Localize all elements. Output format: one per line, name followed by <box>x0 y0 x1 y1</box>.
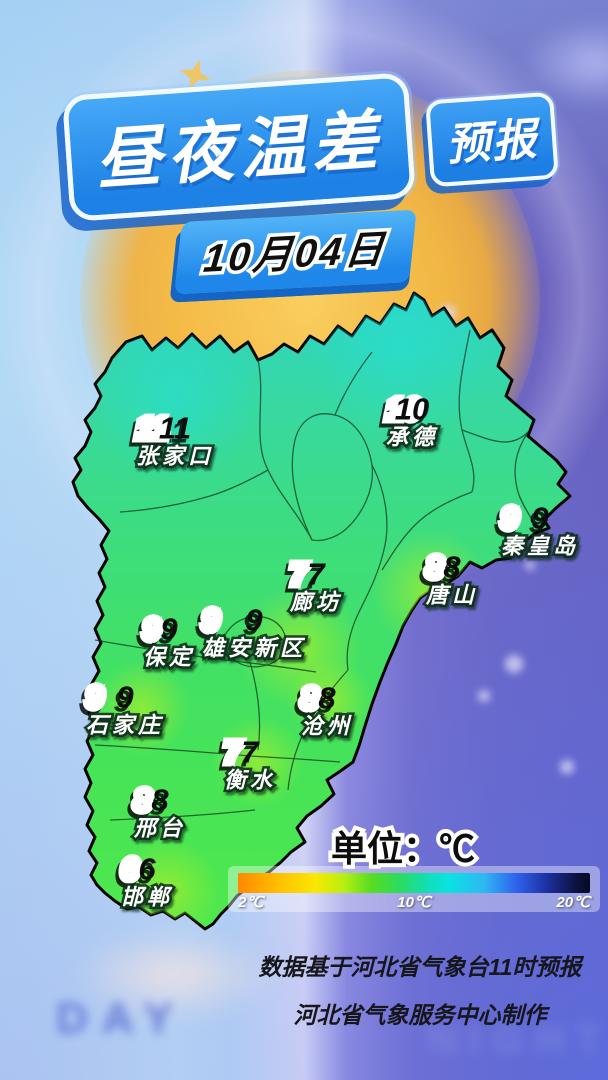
city-label: 9 9 保定 保定 <box>139 610 196 671</box>
city-name: 沧州 沧州 <box>298 713 354 740</box>
star-icon <box>560 760 574 774</box>
day-watermark: DAY <box>56 994 187 1043</box>
temperature-legend: 2℃ 10℃ 20℃ <box>228 866 600 912</box>
city-label: 8 8 唐山 唐山 <box>422 548 479 609</box>
city-temp-diff-value: 10 10 <box>382 390 430 429</box>
city-name: 保定 保定 <box>140 644 196 671</box>
day-cloud-icon <box>70 930 280 1020</box>
city-name: 雄安新区 雄安新区 <box>199 635 307 662</box>
city-name: 唐山 唐山 <box>423 582 479 609</box>
footer-producer: 河北省气象服务中心制作 <box>293 1002 547 1028</box>
legend-min: 2℃ <box>238 894 264 911</box>
page-title: 昼夜温差 <box>92 103 386 197</box>
unit-label: 单位：℃ 单位：℃ <box>308 820 498 873</box>
night-watermark: NIGHT <box>428 1018 608 1062</box>
legend-gradient-bar <box>238 873 590 893</box>
legend-max: 20℃ <box>556 894 590 911</box>
city-label: 8 8 邢台 邢台 <box>130 781 187 842</box>
footer: 数据基于河北省气象台11时预报 河北省气象服务中心制作 <box>238 956 602 1027</box>
legend-mid: 10℃ <box>397 894 431 911</box>
district-borders <box>94 329 537 821</box>
city-temp-diff-value: 11 11 <box>132 409 192 448</box>
city-name: 邯郸 邯郸 <box>118 884 174 911</box>
city-label: 10 10 承德 承德 <box>382 390 439 451</box>
city-name: 石家庄 石家庄 <box>83 712 165 739</box>
star-icon <box>478 690 490 702</box>
forecast-badge-label: 预报 <box>444 114 540 171</box>
star-icon <box>525 560 535 570</box>
city-name: 衡水 衡水 <box>221 767 277 794</box>
city-label: 7 7 廊坊 廊坊 <box>286 555 343 616</box>
forecast-badge: 预报 <box>425 91 559 188</box>
unit-text: 单位：℃ <box>330 828 475 869</box>
unit-text-outline: 单位：℃ <box>327 824 479 873</box>
city-label: 11 11 张家口 张家口 <box>132 409 215 470</box>
city-label: 8 8 沧州 沧州 <box>297 679 354 740</box>
date-badge: 10月04日 10月04日 <box>174 209 417 295</box>
city-name: 秦皇岛 秦皇岛 <box>498 533 580 560</box>
footer-source: 数据基于河北省气象台11时预报 <box>258 954 582 980</box>
city-name: 廊坊 廊坊 <box>287 589 343 616</box>
city-label: 9 9 雄安新区 雄安新区 <box>198 601 307 662</box>
city-name: 张家口 张家口 <box>133 443 215 470</box>
city-label: 9 9 石家庄 石家庄 <box>82 678 165 739</box>
city-label: 7 7 衡水 衡水 <box>220 733 277 794</box>
city-label: 6 6 邯郸 邯郸 <box>117 850 174 911</box>
city-label: 9 9 秦皇岛 秦皇岛 <box>497 499 580 560</box>
city-name: 邢台 邢台 <box>131 815 187 842</box>
star-icon <box>505 655 523 673</box>
legend-labels: 2℃ 10℃ 20℃ <box>238 893 590 911</box>
city-name: 承德 承德 <box>383 424 439 451</box>
title-banner: 昼夜温差 <box>62 72 416 222</box>
